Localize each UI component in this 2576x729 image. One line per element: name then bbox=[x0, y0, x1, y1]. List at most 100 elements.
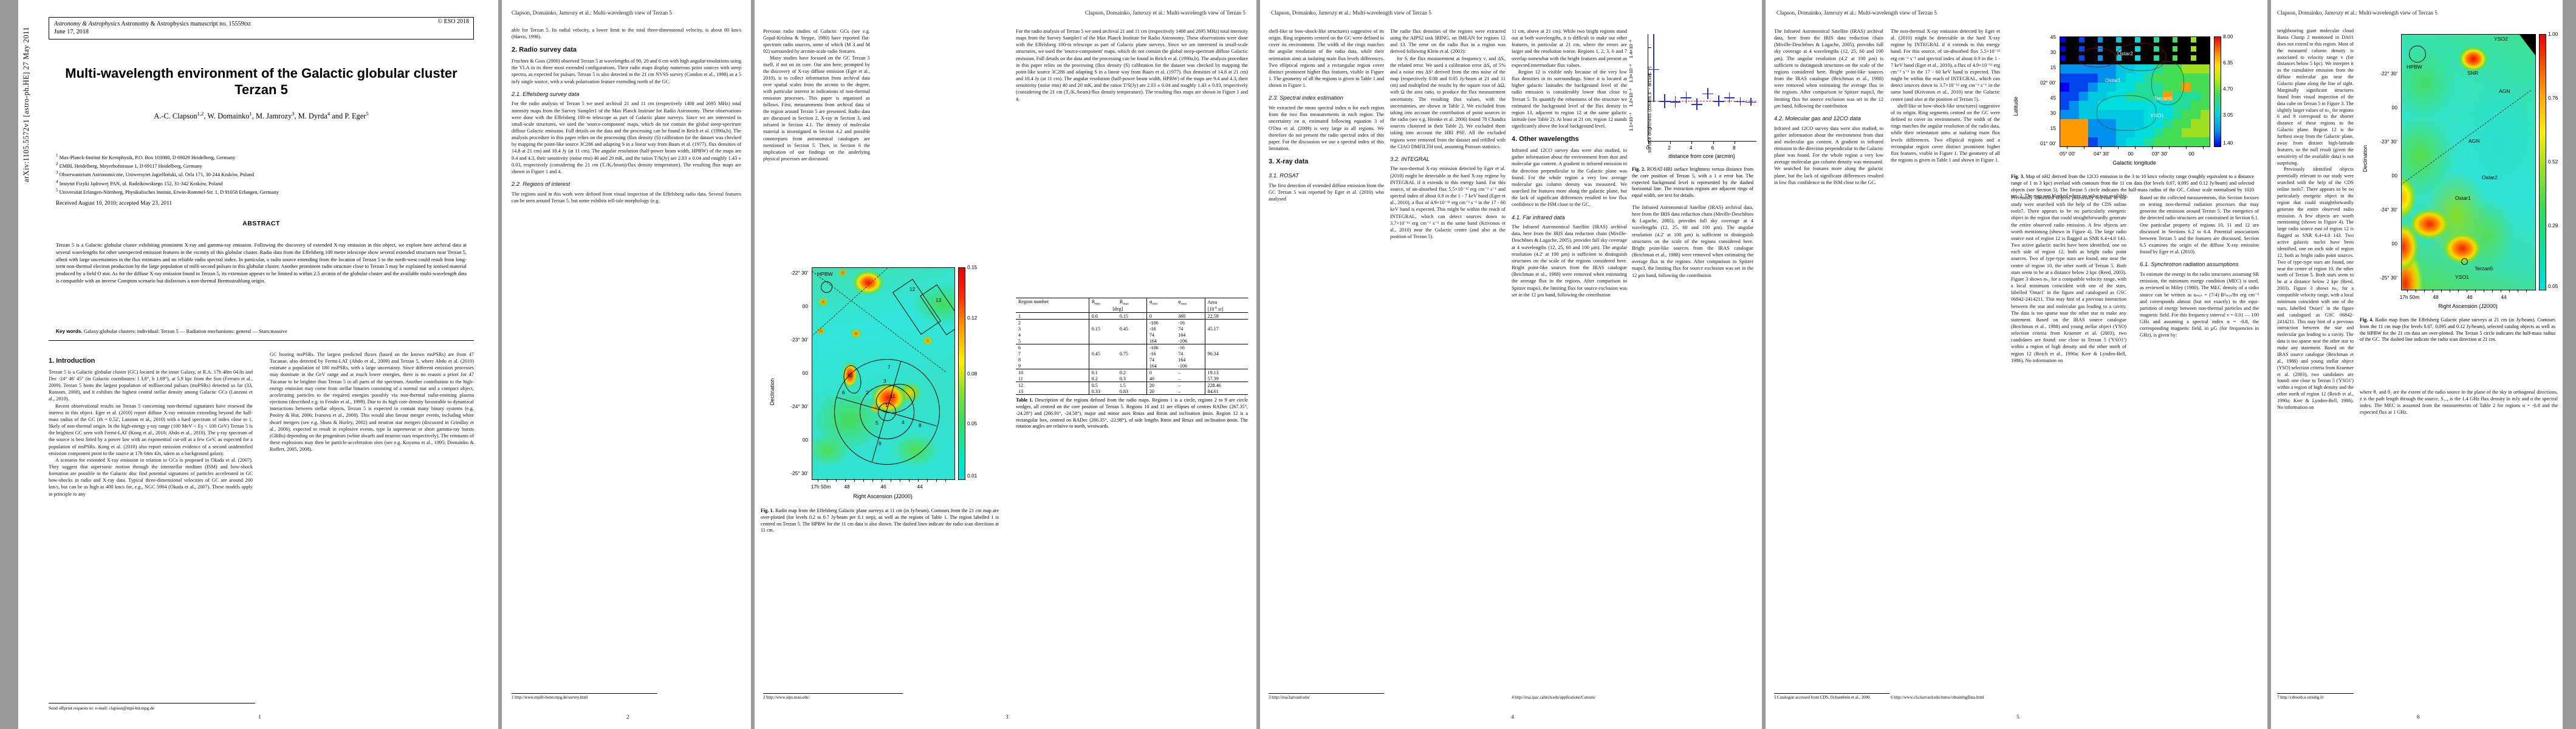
fig3-pixel bbox=[2172, 46, 2178, 52]
fig3-pixel bbox=[2116, 137, 2126, 146]
fig4-label-agn-mid: AGN bbox=[2468, 138, 2480, 144]
fig3-pixel bbox=[2088, 110, 2098, 119]
table-cell-area bbox=[1204, 319, 1248, 326]
table-cell-area bbox=[1204, 344, 1248, 351]
table-cell-phimax: -16 bbox=[1178, 320, 1185, 326]
fig3-caption-text: Map of nH2 derived from the 12CO emissio… bbox=[2011, 174, 2254, 199]
fig3-pixel bbox=[2088, 101, 2098, 110]
fig3-pixel bbox=[2088, 83, 2098, 92]
page1-column-left: 1. Introduction Terzan 5 is a Galactic g… bbox=[49, 351, 253, 691]
fig2-point-6-vbar bbox=[1718, 95, 1719, 106]
table-cell-phimin: 164 bbox=[1146, 363, 1176, 369]
title-line-2: Terzan 5 bbox=[235, 81, 288, 97]
fig3-pixel bbox=[2060, 128, 2070, 137]
fig3-pixel bbox=[2069, 128, 2079, 137]
table-cell-phimin: 74 bbox=[1146, 357, 1176, 363]
fig3-pixel bbox=[2088, 137, 2098, 146]
fig3-pixel bbox=[2191, 137, 2201, 146]
fig3-pixel bbox=[2106, 74, 2117, 83]
fig1-xtick-0: 17h 50m bbox=[810, 484, 831, 490]
fig3-contour-d bbox=[2151, 61, 2184, 105]
table-cell-phimax: – bbox=[1178, 369, 1181, 375]
fig3-label-terzan5: Terzan5 bbox=[2154, 95, 2173, 101]
fig3-pixel bbox=[2078, 101, 2089, 110]
fig3-pixel bbox=[2060, 46, 2066, 52]
fig3-pixel bbox=[2153, 128, 2163, 137]
table-cell-area: 45.17 bbox=[1204, 326, 1248, 332]
fig3-pixel bbox=[2191, 64, 2201, 74]
fig2-point-1-vbar bbox=[1664, 94, 1665, 108]
fig3-pixel bbox=[2078, 46, 2084, 52]
fig3-pixel bbox=[2200, 128, 2210, 137]
page4-col-4: The Infrared Astronomical Satellite (IRA… bbox=[1632, 204, 1753, 666]
affiliation-4: Instytut Fizyki Jądrowej PAN, ul. Radzik… bbox=[59, 180, 223, 187]
affiliation-5: Universität Erlangen-Nürnberg, Physikali… bbox=[59, 189, 279, 195]
figure-2: surface brightness (counts s⁻¹ arcsec⁻²)… bbox=[1628, 34, 1759, 234]
received-accepted-line: Received August 10, 2010; accepted May 2… bbox=[56, 200, 173, 207]
fig3-ytick-1: 30 bbox=[2050, 49, 2056, 55]
table-cell-area bbox=[1204, 363, 1248, 369]
table-row: 5 164 -106 bbox=[1016, 338, 1248, 344]
table-cell-area: 84.61 bbox=[1204, 388, 1248, 395]
fig4-label-terzan5: Terzan5 bbox=[2475, 265, 2493, 272]
fig1-region-label-1: 1 bbox=[885, 402, 888, 408]
table-cell-phimax: -16 bbox=[1178, 344, 1185, 351]
fig1-region-label-2: 2 bbox=[866, 389, 869, 395]
table-cell-phimax: – bbox=[1178, 388, 1181, 394]
fig3-x-axis-label: Galactic longitude bbox=[2112, 160, 2156, 166]
table-1-header-region: Region number bbox=[1018, 298, 1049, 304]
fig1-cbar-tick-3: 0.05 bbox=[967, 420, 978, 426]
running-head-3: Clapson, Domainko, Jamrozy et al.: Multi… bbox=[1084, 10, 1245, 16]
fig3-pixel bbox=[2135, 83, 2145, 92]
section-4-1-heading: 4.1. Far infrared data bbox=[1512, 213, 1565, 221]
table-cell-region: 10 bbox=[1018, 369, 1024, 375]
fig2-point-7-vbar bbox=[1728, 92, 1730, 103]
page4-c1-p2: We extracted the mean spectral index α f… bbox=[1269, 105, 1384, 151]
running-head-2: Clapson, Domainko, Jamrozy et al.: Multi… bbox=[512, 10, 673, 16]
fig4-xtick-0: 17h 50m bbox=[2399, 294, 2420, 300]
section-2-2-heading: 2.2. Regions of interest bbox=[512, 180, 570, 188]
table-cell-region: 8 bbox=[1018, 357, 1021, 363]
fig3-pixel bbox=[2078, 74, 2089, 83]
fig1-region-label-7: 7 bbox=[888, 364, 891, 370]
table-cell-rmax: 0.75 bbox=[1119, 351, 1128, 357]
page-6: Clapson, Domainko, Jamrozy et al.: Multi… bbox=[2271, 0, 2563, 729]
table-cell-region: 3 bbox=[1018, 326, 1021, 332]
fig2-point-8-vbar bbox=[1739, 97, 1741, 106]
fig3-ytick-3: 02° 00' bbox=[2040, 80, 2056, 86]
table-cell-rmin: 0.15 bbox=[1088, 326, 1117, 332]
manuscript-number: Astronomy & Astrophysics manuscript no. … bbox=[121, 21, 251, 27]
table-cell-rmin: 0.33 bbox=[1088, 388, 1117, 395]
section-2-para-1: Fruchter & Goss (2000) observed Terzan 5… bbox=[512, 58, 741, 84]
fig4-hpbw-label: HPBW bbox=[2406, 64, 2422, 70]
page-number-4: 4 bbox=[1511, 714, 1514, 720]
keywords-line: Key words. Galaxy:globular clusters: ind… bbox=[56, 328, 467, 334]
fig3-pixel bbox=[2060, 64, 2070, 74]
fig3-pixel bbox=[2172, 137, 2182, 146]
fig3-pixel bbox=[2106, 128, 2117, 137]
fig4-xtick-3: 44 bbox=[2501, 294, 2507, 300]
table-cell-region: 13 bbox=[1018, 388, 1024, 394]
fig3-pixel bbox=[2135, 137, 2145, 146]
fig4-x-tickrow bbox=[2401, 289, 2535, 292]
section-4-2-heading: 4.2. Molecular gas and 12CO data bbox=[1774, 114, 1861, 122]
fig3-pixel bbox=[2106, 64, 2117, 74]
fig3-pixel bbox=[2191, 101, 2201, 110]
table-cell-region: 6 bbox=[1018, 344, 1021, 351]
fig3-pixel bbox=[2172, 110, 2182, 119]
fig1-ytick-1: 00 bbox=[802, 303, 808, 309]
page-title: Multi-wavelength environment of the Gala… bbox=[49, 66, 474, 98]
table-row: 11 0.2 0.3 40– 57.39 bbox=[1016, 375, 1248, 382]
table-1-header-rmin: Rmin bbox=[1088, 298, 1117, 306]
table-cell-phimin: 164 bbox=[1146, 338, 1176, 344]
abstract-rule bbox=[49, 340, 474, 341]
figure-3: Latitude 45 30 15 02° 00' 45 30 15 01° 0… bbox=[2011, 33, 2261, 231]
fig1-cbar-tick-1: 0.12 bbox=[967, 315, 978, 321]
section-3-heading: 3. X-ray data bbox=[1269, 158, 1309, 166]
fig1-region-inner-ring bbox=[860, 385, 914, 439]
fig1-region-label-5: 5 bbox=[875, 420, 879, 426]
section-1-para-1: Terzan 5 is a Galactic globular cluster … bbox=[49, 369, 253, 402]
fig2-xtick-1: 2 bbox=[1668, 145, 1671, 151]
fig3-pixel bbox=[2181, 128, 2191, 137]
